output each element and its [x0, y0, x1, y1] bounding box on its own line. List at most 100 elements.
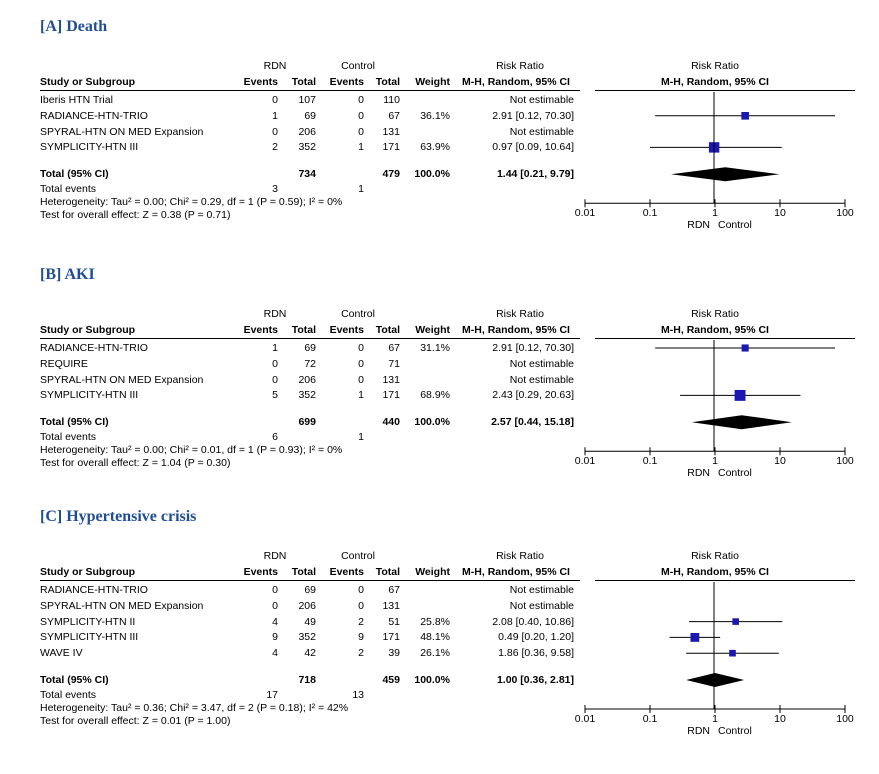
- header-risk-ratio: Risk Ratio: [496, 308, 544, 320]
- study-weight: 68.9%: [420, 389, 450, 402]
- control-total: 131: [382, 125, 400, 138]
- rdn-events: 0: [272, 94, 278, 106]
- x-tick-label: 100: [836, 455, 854, 468]
- total-events-control: 1: [358, 183, 364, 196]
- rdn-total: 107: [298, 94, 316, 106]
- total-weight: 100.0%: [414, 674, 450, 686]
- header-rule-plot: [595, 90, 855, 91]
- heterogeneity: Heterogeneity: Tau² = 0.00; Chi² = 0.29,…: [40, 196, 343, 209]
- total-events-label: Total events: [40, 183, 97, 196]
- header-method-ci: M-H, Random, 95% CI: [462, 76, 570, 88]
- control-total: 39: [388, 647, 400, 660]
- study-ci: Not estimable: [509, 125, 574, 138]
- favours-rdn: RDN: [687, 219, 710, 232]
- study-name: SYMPLICITY-HTN III: [40, 141, 139, 154]
- x-tick-label: 0.1: [642, 713, 658, 725]
- control-total: 51: [388, 615, 400, 628]
- control-total: 171: [382, 141, 400, 154]
- study-name: SPYRAL-HTN ON MED Expansion: [40, 373, 204, 386]
- header-control-events: Events: [329, 566, 364, 578]
- favours-control: Control: [718, 219, 752, 232]
- study-ci: 2.08 [0.40, 10.86]: [492, 615, 574, 628]
- study-ci: Not estimable: [509, 94, 574, 106]
- rdn-total: 72: [304, 357, 316, 370]
- rdn-total: 206: [298, 373, 316, 386]
- header-rdn-events: Events: [243, 76, 278, 88]
- overall-effect: Test for overall effect: Z = 0.01 (P = 1…: [40, 715, 231, 727]
- rdn-events: 4: [272, 615, 278, 628]
- total-control: 440: [382, 416, 400, 429]
- header-rule-plot: [595, 580, 855, 581]
- total-weight: 100.0%: [414, 416, 450, 429]
- control-total: 171: [382, 631, 400, 644]
- total-weight: 100.0%: [414, 168, 450, 181]
- control-events: 1: [358, 141, 364, 154]
- study-weight: 26.1%: [420, 647, 450, 660]
- study-weight: 25.8%: [420, 615, 450, 628]
- total-events-rdn: 3: [272, 183, 278, 196]
- panel-title: [C] Hypertensive crisis: [40, 508, 197, 525]
- control-events: 1: [358, 389, 364, 402]
- rdn-total: 69: [304, 109, 316, 122]
- header-rdn-total: Total: [291, 324, 316, 336]
- control-total: 171: [382, 389, 400, 402]
- study-weight: 48.1%: [420, 631, 450, 644]
- rdn-events: 1: [272, 342, 278, 354]
- study-ci: 2.91 [0.12, 70.30]: [492, 342, 574, 354]
- header-rdn: RDN: [263, 550, 287, 562]
- total-ci: 1.44 [0.21, 9.79]: [496, 168, 574, 181]
- study-name: SYMPLICITY-HTN III: [40, 631, 139, 644]
- total-events-label: Total events: [40, 689, 97, 701]
- favours-rdn: RDN: [687, 725, 710, 737]
- total-events-label: Total events: [40, 431, 97, 444]
- total-rdn: 718: [298, 674, 316, 686]
- header-rule-plot: [595, 338, 855, 339]
- study-name: RADIANCE-HTN-TRIO: [40, 584, 148, 596]
- header-control-total: Total: [375, 76, 400, 88]
- study-weight: 31.1%: [420, 342, 450, 354]
- study-ci: 0.97 [0.09, 10.64]: [492, 141, 574, 154]
- study-name: SYMPLICITY-HTN II: [40, 615, 136, 628]
- header-control-total: Total: [375, 324, 400, 336]
- rdn-total: 352: [298, 141, 316, 154]
- header-control: Control: [341, 60, 375, 72]
- total-control: 459: [382, 674, 400, 686]
- total-control: 479: [382, 168, 400, 181]
- overall-effect: Test for overall effect: Z = 1.04 (P = 0…: [40, 457, 231, 470]
- study-ci: 2.91 [0.12, 70.30]: [492, 109, 574, 122]
- pooled-diamond: [670, 167, 780, 182]
- total-label: Total (95% CI): [40, 416, 109, 429]
- header-risk-ratio: Risk Ratio: [496, 550, 544, 562]
- study-name: SPYRAL-HTN ON MED Expansion: [40, 125, 204, 138]
- control-events: 0: [358, 599, 364, 612]
- study-point: [741, 344, 749, 352]
- header-study: Study or Subgroup: [40, 324, 136, 336]
- header-rdn-events: Events: [243, 566, 278, 578]
- control-total: 67: [388, 342, 400, 354]
- control-events: 0: [358, 109, 364, 122]
- header-rule-table: [40, 338, 580, 339]
- rdn-events: 0: [272, 599, 278, 612]
- control-events: 0: [358, 373, 364, 386]
- control-total: 131: [382, 599, 400, 612]
- total-events-rdn: 6: [272, 431, 278, 444]
- header-plot-method: M-H, Random, 95% CI: [661, 324, 769, 336]
- header-rdn: RDN: [263, 308, 287, 320]
- x-tick-label: 10: [774, 207, 786, 220]
- total-rdn: 734: [298, 168, 316, 181]
- header-rule-table: [40, 90, 580, 91]
- control-total: 67: [388, 109, 400, 122]
- study-name: REQUIRE: [40, 357, 88, 370]
- study-point: [729, 649, 736, 657]
- rdn-events: 1: [272, 109, 278, 122]
- total-ci: 2.57 [0.44, 15.18]: [491, 416, 574, 429]
- rdn-events: 4: [272, 647, 278, 660]
- total-label: Total (95% CI): [40, 168, 109, 181]
- x-tick-label: 1: [712, 713, 718, 725]
- header-rdn-events: Events: [243, 324, 278, 336]
- study-point: [741, 111, 749, 120]
- heterogeneity: Heterogeneity: Tau² = 0.36; Chi² = 3.47,…: [40, 702, 349, 714]
- rdn-total: 206: [298, 125, 316, 138]
